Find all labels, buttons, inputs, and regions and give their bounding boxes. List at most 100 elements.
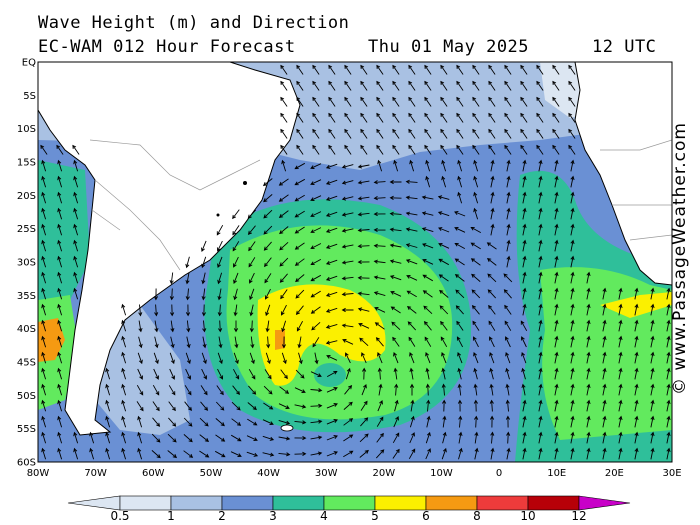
direction-arrow [328, 96, 336, 107]
direction-arrow [423, 305, 433, 315]
direction-arrow [151, 450, 161, 459]
lon-label: 30W [315, 468, 338, 479]
direction-arrow [568, 80, 576, 91]
direction-arrow [57, 271, 63, 284]
direction-arrow [488, 144, 496, 155]
direction-arrow [405, 227, 418, 232]
direction-arrow [248, 257, 256, 268]
direction-arrow [457, 175, 463, 188]
direction-arrow [424, 144, 432, 155]
direction-arrow [602, 319, 607, 332]
direction-arrow [554, 415, 559, 428]
direction-arrow [552, 96, 560, 107]
direction-arrow [602, 351, 607, 364]
direction-arrow [344, 80, 352, 91]
direction-arrow [310, 243, 322, 250]
direction-arrow [441, 159, 447, 172]
lat-label: EQ [22, 58, 36, 69]
lon-label: 30E [662, 468, 681, 479]
direction-arrow [437, 195, 450, 200]
direction-arrow [554, 223, 559, 236]
direction-arrow [522, 399, 527, 412]
direction-arrow [650, 383, 655, 396]
direction-arrow [248, 385, 257, 395]
direction-arrow [505, 352, 511, 364]
direction-arrow [360, 80, 368, 91]
direction-arrow [343, 418, 354, 426]
direction-arrow [279, 386, 290, 394]
direction-arrow [650, 415, 655, 428]
direction-arrow [568, 128, 576, 139]
direction-arrow [56, 144, 64, 155]
direction-arrow [357, 260, 370, 265]
direction-arrow [570, 271, 575, 284]
direction-arrow [343, 401, 353, 410]
direction-arrow [200, 385, 208, 396]
direction-arrow [326, 435, 338, 441]
direction-arrow [41, 159, 47, 172]
direction-arrow [650, 287, 655, 300]
direction-arrow [394, 383, 399, 396]
colorbar-label: 10 [520, 509, 535, 523]
direction-arrow [634, 287, 639, 300]
direction-arrow [310, 290, 321, 298]
direction-arrow [295, 274, 305, 283]
direction-arrow [538, 319, 543, 332]
direction-arrow [294, 258, 305, 266]
direction-arrow [538, 287, 543, 300]
direction-arrow [184, 401, 192, 412]
direction-arrow [586, 431, 591, 444]
direction-arrow [199, 417, 209, 427]
direction-arrow [278, 452, 291, 457]
direction-arrow [586, 415, 591, 428]
direction-arrow [169, 288, 174, 301]
direction-arrow [137, 352, 143, 365]
direction-arrow [650, 319, 655, 332]
direction-arrow [328, 144, 336, 155]
direction-arrow [185, 352, 191, 365]
direction-arrow [458, 447, 463, 460]
direction-arrow [457, 383, 462, 396]
direction-arrow [41, 207, 47, 220]
direction-arrow [394, 399, 399, 412]
direction-arrow [486, 242, 497, 250]
direction-arrow [280, 369, 288, 380]
colorbar-label: 1 [167, 509, 175, 523]
direction-arrow [505, 399, 510, 412]
direction-arrow [666, 351, 671, 364]
direction-arrow [310, 259, 322, 266]
direction-arrow [538, 335, 543, 348]
direction-arrow [40, 144, 48, 155]
direction-arrow [454, 258, 465, 266]
direction-arrow [554, 191, 559, 204]
direction-arrow [278, 178, 289, 186]
direction-arrow [185, 304, 191, 317]
direction-arrow [425, 448, 431, 460]
direction-arrow [41, 303, 47, 316]
latitude-labels: EQ 5S 10S 15S 20S 25S 30S 35S 40S 45S 50S 55S 60S [17, 58, 36, 469]
direction-arrow [202, 336, 207, 349]
direction-arrow [246, 435, 258, 441]
direction-arrow [57, 447, 63, 460]
lon-label: 40W [257, 468, 280, 479]
direction-arrow [554, 303, 559, 316]
colorbar-label: 3 [269, 509, 277, 523]
direction-arrow [344, 144, 352, 155]
direction-arrow [392, 432, 400, 444]
direction-arrow [407, 321, 417, 331]
direction-arrow [440, 96, 448, 107]
direction-arrow [232, 209, 240, 220]
direction-arrow [233, 304, 238, 317]
direction-arrow [422, 243, 434, 249]
direction-arrow [538, 271, 543, 284]
direction-arrow [152, 401, 160, 412]
direction-arrow [458, 431, 463, 444]
direction-arrow [522, 223, 527, 236]
direction-arrow [296, 320, 303, 332]
direction-arrow [281, 352, 287, 365]
direction-arrow [570, 399, 575, 412]
direction-arrow [538, 399, 543, 412]
direction-arrow [408, 128, 416, 139]
direction-arrow [472, 64, 480, 75]
direction-arrow [341, 260, 354, 265]
